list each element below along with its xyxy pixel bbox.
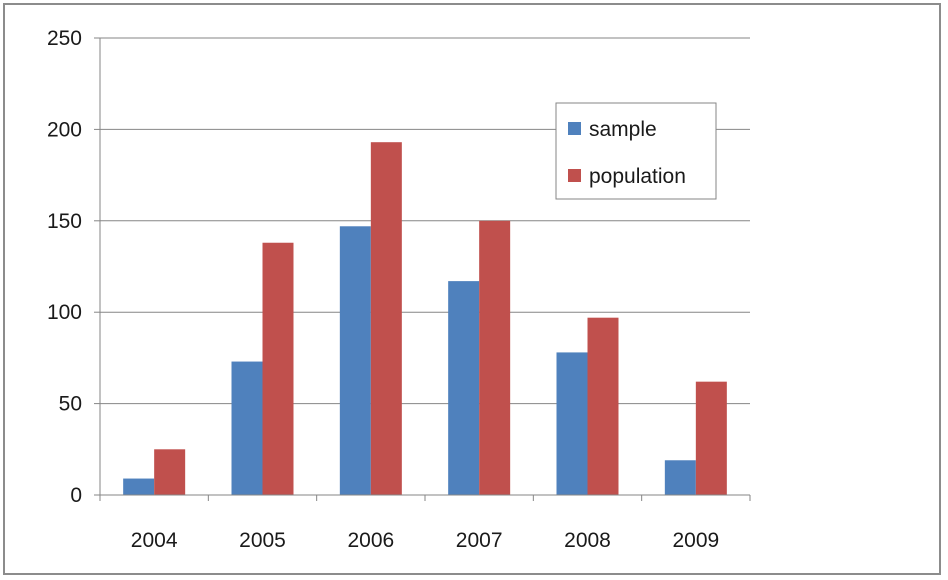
y-tick-label: 200 bbox=[47, 118, 82, 141]
bar-sample-2006 bbox=[339, 226, 371, 495]
legend-label-population: population bbox=[589, 165, 686, 188]
gridlines bbox=[100, 37, 750, 405]
y-tick-label: 0 bbox=[70, 484, 82, 507]
bar-population-2009 bbox=[695, 381, 727, 495]
x-tick-label: 2009 bbox=[672, 529, 719, 552]
bar-population-2004 bbox=[154, 449, 186, 495]
bar-population-2005 bbox=[262, 242, 294, 495]
y-tick-label: 100 bbox=[47, 301, 82, 324]
y-tick-label: 150 bbox=[47, 210, 82, 233]
bar-chart: 0 50 100 150 200 250 2004 2005 2006 2007 2008 2009… bbox=[47, 27, 751, 552]
x-tick-label: 2005 bbox=[239, 529, 286, 552]
bar-population-2007 bbox=[479, 220, 511, 496]
legend-swatch-sample bbox=[568, 122, 581, 135]
chart-frame: 0 50 100 150 200 250 2004 2005 2006 2007 2008 2009… bbox=[3, 3, 941, 575]
x-tick-label: 2008 bbox=[564, 529, 611, 552]
legend-box bbox=[555, 102, 717, 200]
bar-series bbox=[123, 142, 727, 496]
y-tick-label: 50 bbox=[59, 393, 82, 416]
bar-population-2008 bbox=[587, 317, 619, 495]
x-tick-label: 2006 bbox=[347, 529, 394, 552]
bar-population-2006 bbox=[370, 142, 402, 496]
legend: sample population bbox=[555, 102, 717, 200]
legend-swatch-population bbox=[568, 169, 581, 182]
bar-sample-2007 bbox=[448, 281, 480, 495]
legend-label-sample: sample bbox=[589, 118, 657, 141]
y-tick-label: 250 bbox=[47, 27, 82, 50]
x-tick-label: 2004 bbox=[131, 529, 178, 552]
x-axis: 2004 2005 2006 2007 2008 2009 bbox=[99, 38, 751, 552]
bar-sample-2008 bbox=[556, 352, 588, 495]
bar-sample-2005 bbox=[231, 361, 263, 495]
bar-sample-2004 bbox=[123, 478, 155, 495]
x-tick-label: 2007 bbox=[456, 529, 503, 552]
y-axis-ticks: 0 50 100 150 200 250 bbox=[47, 27, 100, 507]
bar-sample-2009 bbox=[664, 460, 696, 495]
